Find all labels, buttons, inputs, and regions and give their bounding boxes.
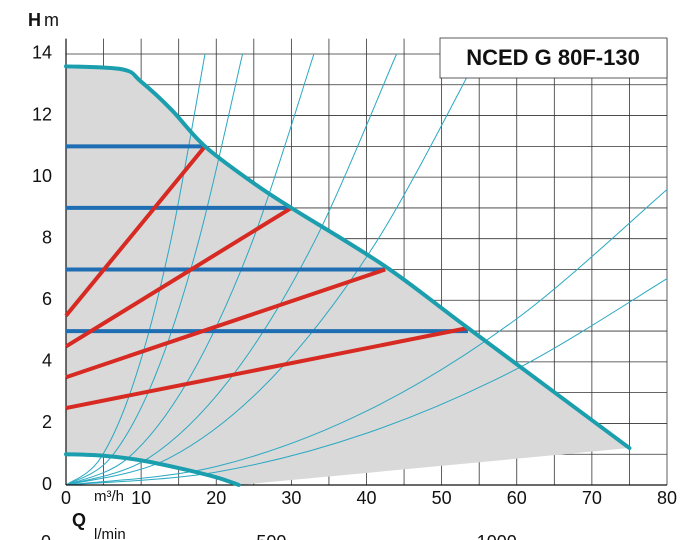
- proportional-pressure-line: [65, 326, 469, 410]
- y-tick-label: 12: [32, 104, 52, 124]
- x-tick-label: 10: [131, 488, 151, 508]
- system-curve: [65, 53, 244, 486]
- min-curve: [64, 452, 241, 487]
- y-tick-label: 2: [42, 412, 52, 432]
- y-tick-label: 8: [42, 227, 52, 247]
- y-tick-label: 0: [42, 474, 52, 494]
- system-curve: [65, 189, 668, 486]
- x-tick-label: 30: [281, 488, 301, 508]
- x2-tick-label: 1000: [477, 532, 517, 540]
- operating-area: [66, 66, 630, 486]
- x-unit: m³/h: [94, 488, 124, 505]
- x2-tick-label: 0: [41, 532, 51, 540]
- plot-area: [64, 38, 668, 487]
- y-tick-label: 6: [42, 289, 52, 309]
- system-curve: [65, 53, 398, 486]
- x2-tick-label: 500: [256, 532, 286, 540]
- x2-unit: l/min: [94, 526, 126, 540]
- x-tick-label: 20: [206, 488, 226, 508]
- y-unit: m: [44, 10, 59, 30]
- x-tick-label: 40: [356, 488, 376, 508]
- proportional-pressure-line: [64, 206, 293, 349]
- proportional-pressure-line: [65, 267, 386, 380]
- y-tick-label: 4: [42, 351, 52, 371]
- x-tick-label: 70: [582, 488, 602, 508]
- system-curve: [65, 53, 315, 486]
- chart-title: NCED G 80F-130: [466, 45, 640, 70]
- x-tick-label: 60: [507, 488, 527, 508]
- y-tick-label: 10: [32, 166, 52, 186]
- proportional-pressure-line: [64, 145, 207, 317]
- x-label: Q: [72, 510, 86, 530]
- max-curve: [64, 64, 632, 451]
- y-tick-label: 14: [32, 43, 52, 63]
- system-curve: [65, 278, 668, 486]
- x-tick-label: 80: [657, 488, 677, 508]
- y-label: H: [28, 10, 41, 30]
- x-tick-label: 0: [61, 488, 71, 508]
- x-tick-label: 50: [432, 488, 452, 508]
- system-curve: [65, 53, 206, 486]
- system-curve: [65, 53, 480, 486]
- title-box: [439, 37, 668, 79]
